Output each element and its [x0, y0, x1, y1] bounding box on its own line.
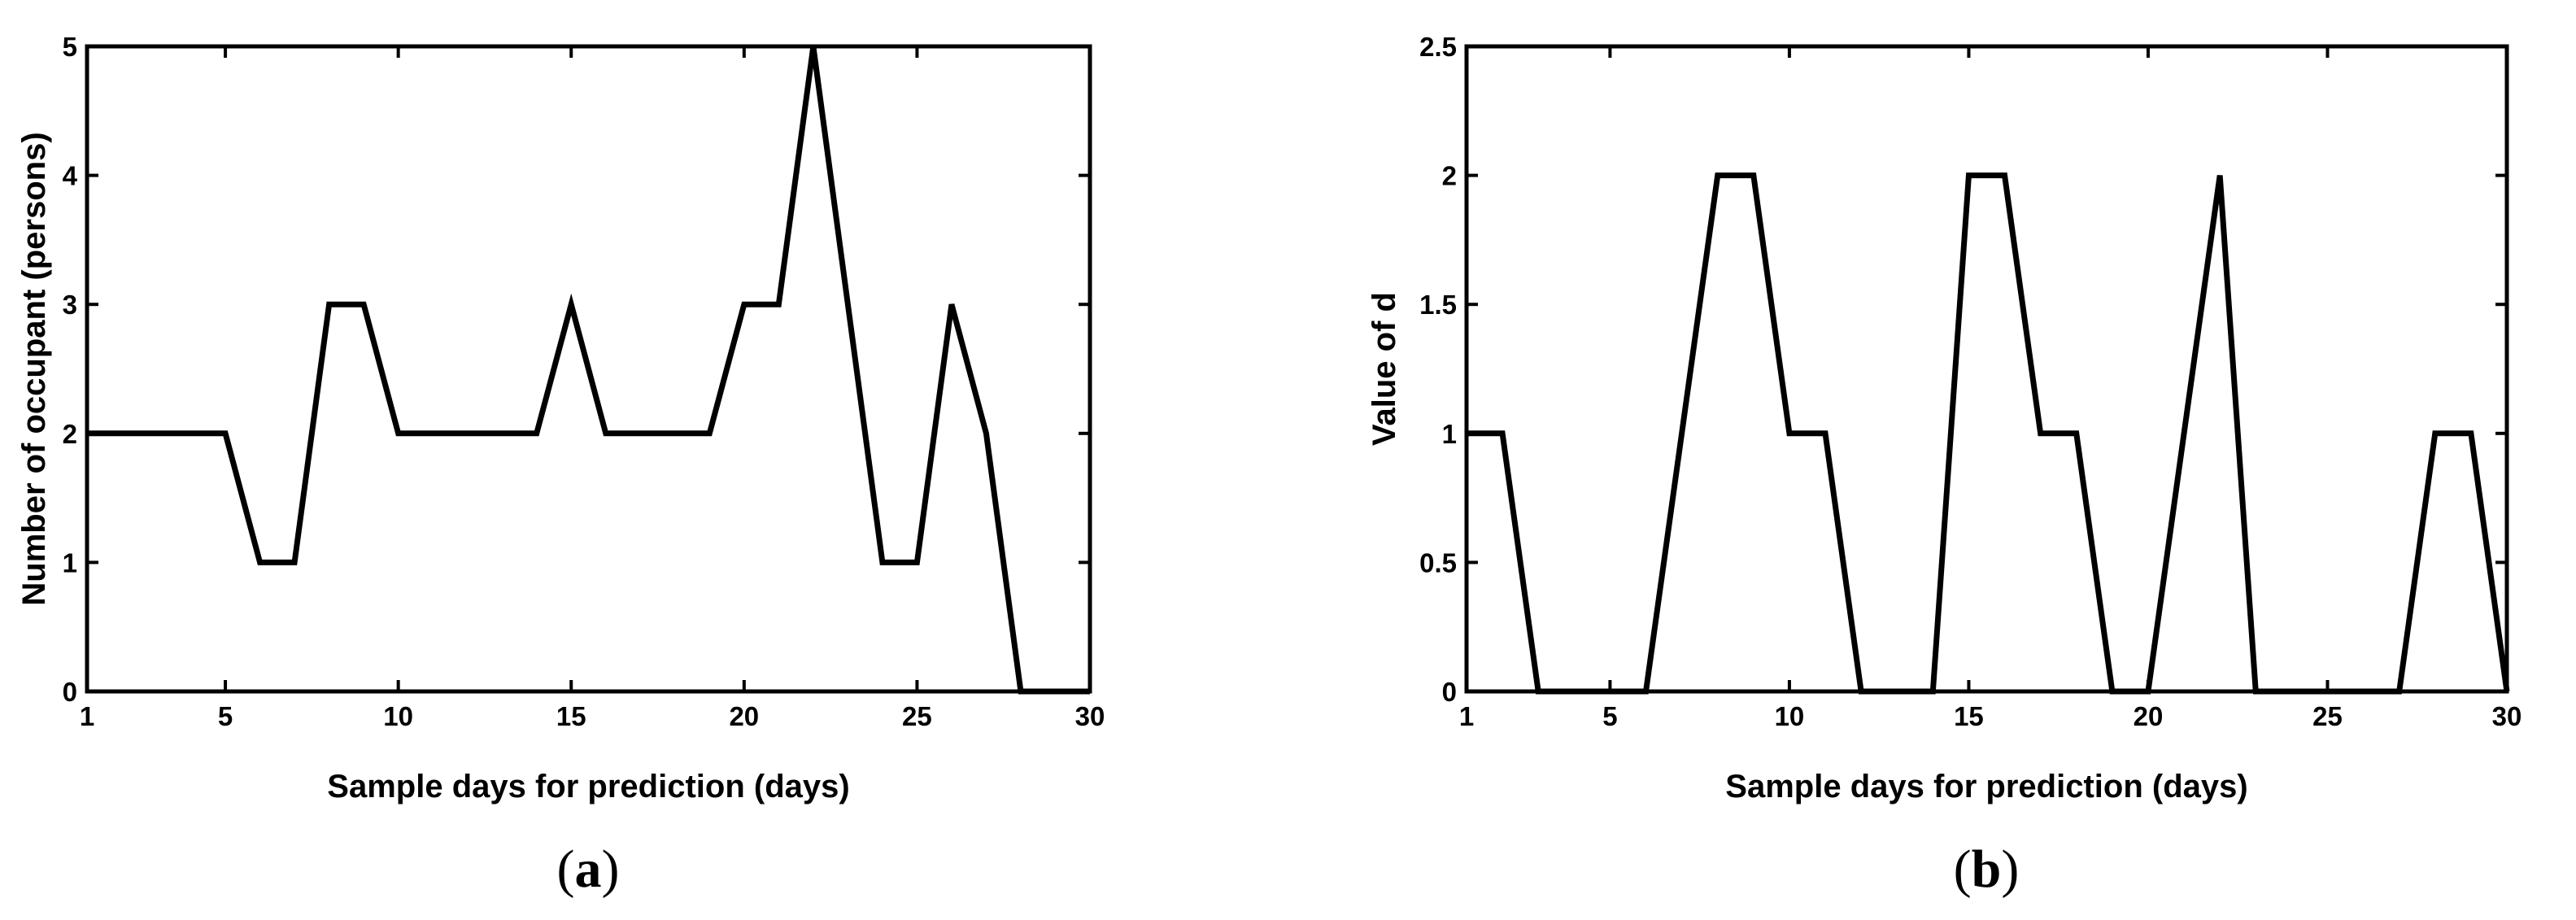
y-axis-label: Number of occupant (persons) — [16, 132, 52, 605]
y-tick-label: 1.5 — [1419, 290, 1457, 320]
y-tick-label: 2 — [63, 419, 77, 449]
series-line — [87, 46, 1090, 695]
panel-label-open-paren: ( — [1954, 839, 1972, 899]
panel-label-open-paren: ( — [557, 839, 575, 899]
y-tick-label: 1 — [63, 547, 77, 578]
x-tick-label: 25 — [2312, 701, 2343, 731]
x-tick-label: 1 — [80, 701, 94, 731]
panel-label-letter: b — [1972, 839, 2002, 899]
panel-label-b: (b) — [1954, 839, 2020, 899]
plot-frame — [85, 44, 1092, 694]
x-tick-label: 30 — [2492, 701, 2522, 731]
x-tick-label: 10 — [1775, 701, 1805, 731]
x-axis-label: Sample days for prediction (days) — [1725, 769, 2247, 804]
y-tick-label: 0.5 — [1419, 547, 1457, 578]
panel-label-close-paren: ) — [602, 839, 620, 899]
y-tick-label: 1 — [1442, 419, 1457, 449]
x-tick-label: 25 — [902, 701, 932, 731]
x-tick-label: 15 — [556, 701, 586, 731]
y-tick-label: 5 — [63, 32, 77, 62]
x-tick-label: 5 — [218, 701, 233, 731]
x-tick-label: 30 — [1075, 701, 1105, 731]
y-axis-label: Value of d — [1366, 292, 1402, 446]
x-tick-label: 20 — [2134, 701, 2164, 731]
panel-label-letter: a — [575, 839, 602, 899]
plot-frame — [1464, 44, 2509, 694]
x-axis-label: Sample days for prediction (days) — [327, 769, 849, 804]
x-tick-label: 10 — [383, 701, 413, 731]
x-tick-label: 20 — [729, 701, 759, 731]
y-tick-label: 2 — [1442, 161, 1457, 191]
y-tick-label: 3 — [63, 290, 77, 320]
x-tick-label: 15 — [1954, 701, 1984, 731]
panel-label-a: (a) — [557, 839, 620, 899]
y-tick-label: 0 — [1442, 677, 1457, 707]
x-tick-label: 1 — [1459, 701, 1474, 731]
panel-label-close-paren: ) — [2001, 839, 2019, 899]
y-tick-label: 2.5 — [1419, 32, 1457, 62]
y-tick-label: 4 — [63, 161, 78, 191]
series-line — [1467, 172, 2510, 695]
x-tick-label: 5 — [1602, 701, 1617, 731]
y-tick-label: 0 — [63, 677, 77, 707]
